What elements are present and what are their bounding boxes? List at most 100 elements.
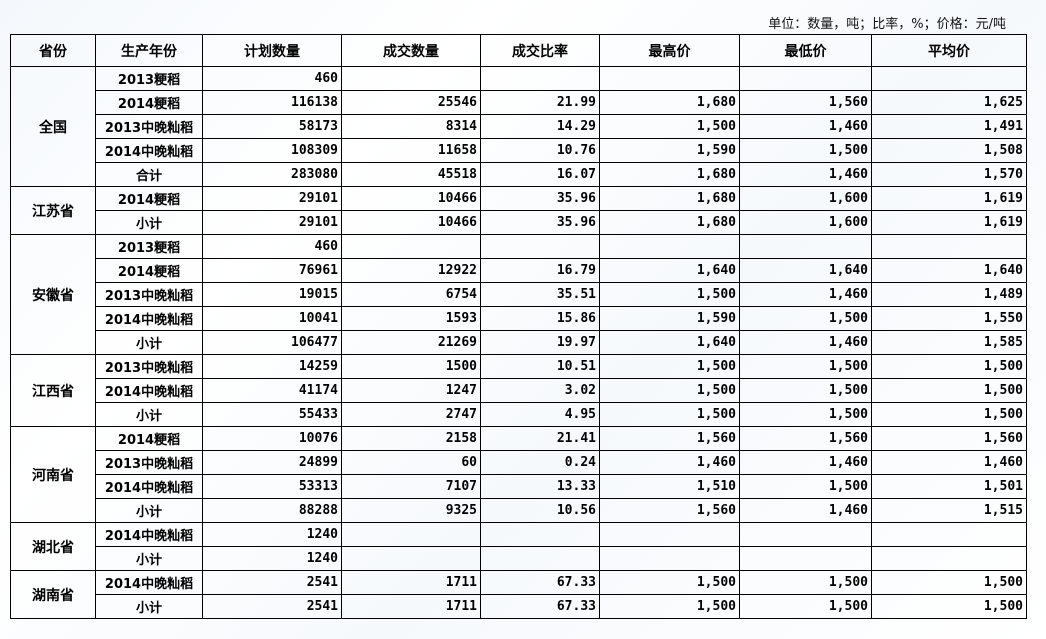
year-cell: 2013中晚籼稻 [95, 114, 203, 139]
min-price-cell: 1,500 [739, 570, 872, 595]
planned-cell: 1240 [202, 522, 342, 547]
rate-cell: 14.29 [480, 114, 600, 139]
avg-price-cell: 1,500 [871, 594, 1027, 619]
avg-price-cell: 1,625 [871, 90, 1027, 115]
rate-cell: 4.95 [480, 402, 600, 427]
max-price-cell [599, 234, 740, 259]
traded-cell: 1593 [341, 306, 481, 331]
max-price-cell: 1,500 [599, 282, 740, 307]
max-price-cell: 1,560 [599, 498, 740, 523]
year-cell: 2014粳稻 [95, 426, 203, 451]
year-cell: 2013粳稻 [95, 234, 203, 259]
year-cell: 合计 [95, 162, 203, 187]
min-price-cell: 1,500 [739, 378, 872, 403]
year-cell: 小计 [95, 210, 203, 235]
year-cell: 2013中晚籼稻 [95, 450, 203, 475]
planned-cell: 460 [202, 66, 342, 91]
traded-cell: 11658 [341, 138, 481, 163]
rate-cell: 19.97 [480, 330, 600, 355]
min-price-cell: 1,500 [739, 594, 872, 619]
avg-price-cell: 1,500 [871, 402, 1027, 427]
table-row: 2014中晚籼稻 41174 1247 3.02 1,500 1,500 1,500 [11, 378, 1027, 403]
rate-cell [480, 522, 600, 547]
rate-cell: 21.41 [480, 426, 600, 451]
header-rate: 成交比率 [480, 34, 600, 67]
rate-cell: 10.51 [480, 354, 600, 379]
min-price-cell: 1,560 [739, 90, 872, 115]
planned-cell: 10076 [202, 426, 342, 451]
traded-cell: 2747 [341, 402, 481, 427]
max-price-cell [599, 546, 740, 571]
max-price-cell: 1,460 [599, 450, 740, 475]
planned-cell: 24899 [202, 450, 342, 475]
max-price-cell [599, 66, 740, 91]
min-price-cell [739, 234, 872, 259]
table-row: 小计 2541 1711 67.33 1,500 1,500 1,500 [11, 594, 1027, 619]
table-row: 小计 88288 9325 10.56 1,560 1,460 1,515 [11, 498, 1027, 523]
min-price-cell: 1,460 [739, 498, 872, 523]
max-price-cell: 1,590 [599, 306, 740, 331]
max-price-cell: 1,500 [599, 594, 740, 619]
max-price-cell: 1,500 [599, 378, 740, 403]
planned-cell: 58173 [202, 114, 342, 139]
header-traded: 成交数量 [341, 34, 481, 67]
traded-cell: 1500 [341, 354, 481, 379]
traded-cell: 25546 [341, 90, 481, 115]
traded-cell: 1247 [341, 378, 481, 403]
traded-cell: 6754 [341, 282, 481, 307]
max-price-cell: 1,500 [599, 402, 740, 427]
planned-cell: 460 [202, 234, 342, 259]
year-cell: 小计 [95, 402, 203, 427]
year-cell: 2014中晚籼稻 [95, 306, 203, 331]
max-price-cell: 1,640 [599, 258, 740, 283]
avg-price-cell: 1,570 [871, 162, 1027, 187]
table-row: 2014中晚籼稻 53313 7107 13.33 1,510 1,500 1,501 [11, 474, 1027, 499]
grain-trade-table: 省份 生产年份 计划数量 成交数量 成交比率 最高价 最低价 平均价 全国 201… [10, 34, 1027, 619]
max-price-cell: 1,680 [599, 90, 740, 115]
year-cell: 小计 [95, 594, 203, 619]
table-row: 2014中晚籼稻 10041 1593 15.86 1,590 1,500 1,550 [11, 306, 1027, 331]
max-price-cell [599, 522, 740, 547]
planned-cell: 88288 [202, 498, 342, 523]
rate-cell: 35.96 [480, 186, 600, 211]
table-row: 合计 283080 45518 16.07 1,680 1,460 1,570 [11, 162, 1027, 187]
header-row: 省份 生产年份 计划数量 成交数量 成交比率 最高价 最低价 平均价 [10, 34, 1027, 67]
planned-cell: 2541 [202, 594, 342, 619]
max-price-cell: 1,500 [599, 570, 740, 595]
table-row: 2013中晚籼稻 24899 60 0.24 1,460 1,460 1,460 [11, 450, 1027, 475]
year-cell: 2013中晚籼稻 [95, 282, 203, 307]
rate-cell: 15.86 [480, 306, 600, 331]
planned-cell: 106477 [202, 330, 342, 355]
min-price-cell: 1,460 [739, 114, 872, 139]
traded-cell [341, 234, 481, 259]
table-row: 河南省 2014粳稻 10076 2158 21.41 1,560 1,560 1,560 [10, 426, 1027, 523]
avg-price-cell: 1,560 [871, 426, 1027, 451]
avg-price-cell: 1,501 [871, 474, 1027, 499]
avg-price-cell [871, 234, 1027, 259]
max-price-cell: 1,560 [599, 426, 740, 451]
year-cell: 2014粳稻 [95, 90, 203, 115]
header-year: 生产年份 [95, 34, 203, 67]
rate-cell [480, 546, 600, 571]
year-cell: 小计 [95, 498, 203, 523]
avg-price-cell: 1,500 [871, 378, 1027, 403]
min-price-cell: 1,460 [739, 450, 872, 475]
traded-cell: 10466 [341, 210, 481, 235]
max-price-cell: 1,510 [599, 474, 740, 499]
traded-cell: 60 [341, 450, 481, 475]
min-price-cell: 1,500 [739, 474, 872, 499]
avg-price-cell: 1,491 [871, 114, 1027, 139]
province-cell: 全国 [10, 66, 96, 187]
table-row: 小计 106477 21269 19.97 1,640 1,460 1,585 [11, 330, 1027, 355]
min-price-cell: 1,500 [739, 402, 872, 427]
avg-price-cell: 1,619 [871, 210, 1027, 235]
min-price-cell: 1,640 [739, 258, 872, 283]
rate-cell: 35.96 [480, 210, 600, 235]
table-body: 全国 2013粳稻 460 2014粳稻 116138 25546 21.99 1,680 1,… [10, 66, 1027, 619]
province-cell: 湖南省 [10, 570, 96, 619]
planned-cell: 29101 [202, 186, 342, 211]
rate-cell: 16.07 [480, 162, 600, 187]
min-price-cell: 1,460 [739, 330, 872, 355]
planned-cell: 19015 [202, 282, 342, 307]
min-price-cell: 1,600 [739, 186, 872, 211]
